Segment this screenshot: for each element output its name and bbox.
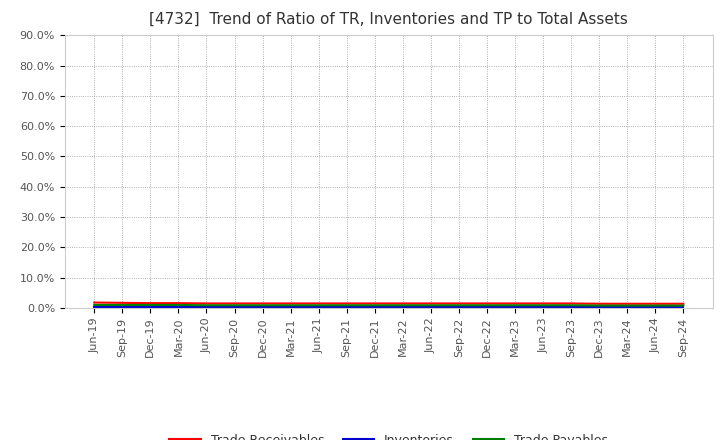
Trade Receivables — [230, 301, 239, 306]
Inventories — [371, 305, 379, 310]
Trade Payables — [343, 303, 351, 308]
Inventories — [426, 305, 435, 310]
Trade Payables — [651, 303, 660, 308]
Trade Receivables — [343, 301, 351, 306]
Trade Payables — [623, 303, 631, 308]
Inventories — [315, 305, 323, 310]
Trade Receivables — [595, 301, 603, 306]
Legend: Trade Receivables, Inventories, Trade Payables: Trade Receivables, Inventories, Trade Pa… — [164, 429, 613, 440]
Trade Receivables — [315, 301, 323, 306]
Trade Payables — [398, 303, 407, 308]
Trade Receivables — [398, 301, 407, 306]
Trade Receivables — [454, 301, 463, 306]
Inventories — [651, 305, 660, 310]
Inventories — [174, 305, 183, 310]
Trade Receivables — [287, 301, 295, 306]
Trade Receivables — [90, 300, 99, 305]
Trade Payables — [426, 303, 435, 308]
Inventories — [679, 305, 688, 310]
Trade Receivables — [651, 301, 660, 306]
Inventories — [454, 305, 463, 310]
Trade Payables — [454, 303, 463, 308]
Inventories — [90, 305, 99, 310]
Trade Payables — [118, 302, 127, 308]
Inventories — [258, 305, 267, 310]
Trade Receivables — [679, 301, 688, 306]
Trade Payables — [315, 303, 323, 308]
Inventories — [230, 305, 239, 310]
Inventories — [202, 305, 211, 310]
Trade Receivables — [510, 301, 519, 306]
Trade Receivables — [258, 301, 267, 306]
Inventories — [623, 305, 631, 310]
Trade Payables — [482, 303, 491, 308]
Inventories — [287, 305, 295, 310]
Trade Payables — [371, 303, 379, 308]
Trade Receivables — [539, 301, 547, 306]
Inventories — [510, 305, 519, 310]
Trade Payables — [679, 303, 688, 308]
Trade Payables — [90, 302, 99, 308]
Trade Payables — [567, 303, 575, 308]
Trade Payables — [287, 303, 295, 308]
Trade Payables — [230, 303, 239, 308]
Inventories — [567, 305, 575, 310]
Trade Receivables — [146, 301, 155, 306]
Inventories — [595, 305, 603, 310]
Trade Receivables — [482, 301, 491, 306]
Title: [4732]  Trend of Ratio of TR, Inventories and TP to Total Assets: [4732] Trend of Ratio of TR, Inventories… — [149, 12, 629, 27]
Trade Receivables — [118, 300, 127, 305]
Trade Receivables — [567, 301, 575, 306]
Line: Trade Receivables: Trade Receivables — [94, 303, 683, 304]
Trade Receivables — [174, 301, 183, 306]
Inventories — [482, 305, 491, 310]
Trade Receivables — [371, 301, 379, 306]
Inventories — [539, 305, 547, 310]
Trade Payables — [595, 303, 603, 308]
Trade Payables — [202, 303, 211, 308]
Trade Payables — [174, 302, 183, 308]
Trade Receivables — [623, 301, 631, 306]
Inventories — [343, 305, 351, 310]
Trade Payables — [510, 303, 519, 308]
Trade Receivables — [202, 301, 211, 306]
Trade Payables — [539, 303, 547, 308]
Inventories — [398, 305, 407, 310]
Trade Payables — [146, 302, 155, 308]
Inventories — [118, 305, 127, 310]
Trade Receivables — [426, 301, 435, 306]
Trade Payables — [258, 303, 267, 308]
Inventories — [146, 305, 155, 310]
